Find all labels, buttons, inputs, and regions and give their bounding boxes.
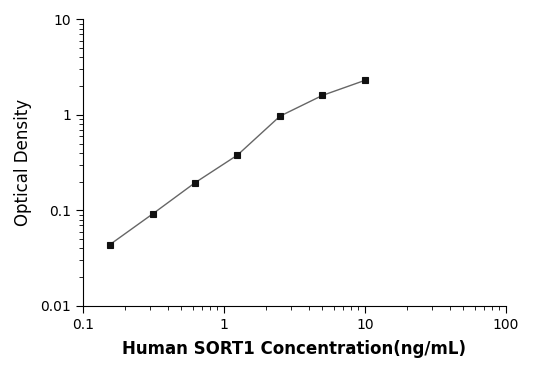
Y-axis label: Optical Density: Optical Density [14, 99, 32, 226]
X-axis label: Human SORT1 Concentration(ng/mL): Human SORT1 Concentration(ng/mL) [123, 340, 466, 358]
